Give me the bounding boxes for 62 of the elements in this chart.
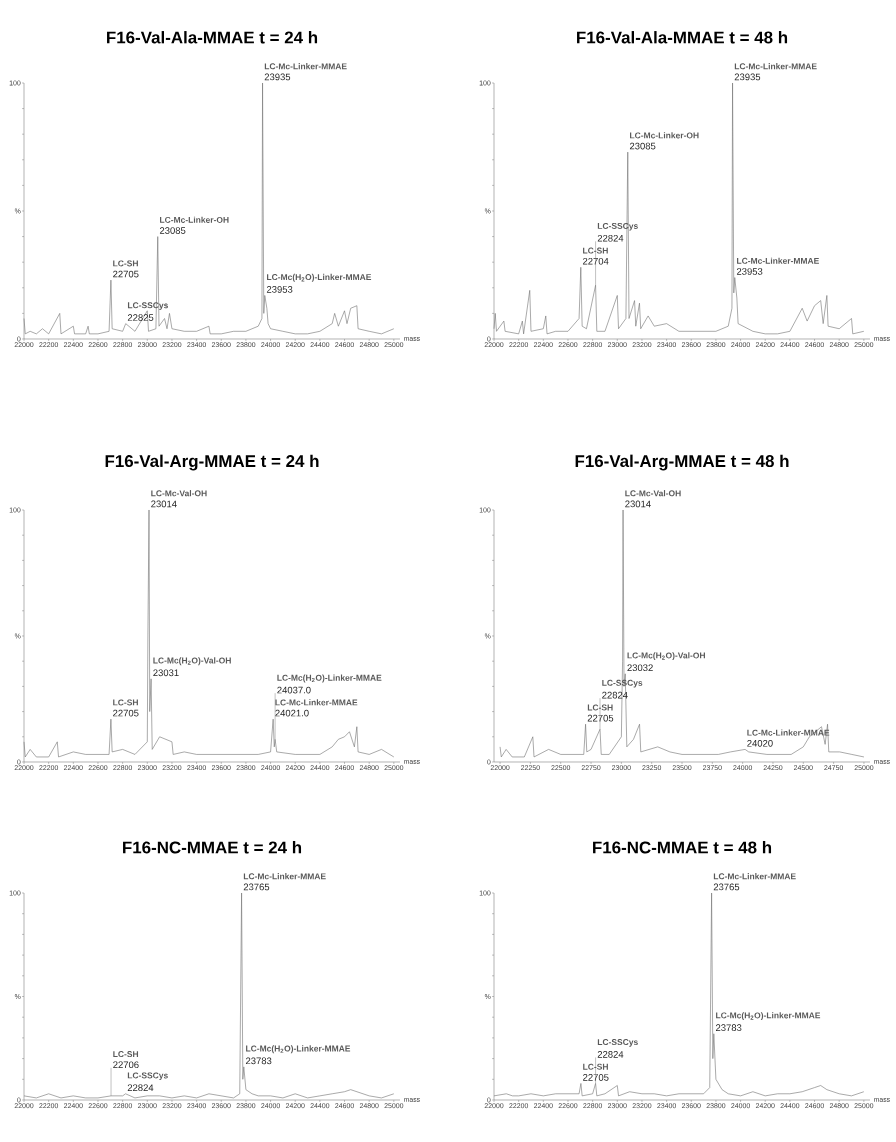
annotation: LC-SH bbox=[587, 704, 613, 711]
annotation: LC-Mc-Val-OH bbox=[625, 490, 681, 497]
chart-title: F16-Val-Ala-MMAE t = 48 h bbox=[577, 31, 788, 44]
annotation: 23765 bbox=[713, 883, 740, 891]
chart-title: F16-NC-MMAE t = 24 h bbox=[123, 841, 302, 854]
annotation: 23783 bbox=[245, 1057, 272, 1065]
annotation: LC-Mc-Linker-MMAE bbox=[275, 699, 358, 706]
annotation: 22825 bbox=[127, 314, 154, 321]
annotation: LC-SSCys bbox=[602, 679, 643, 688]
annotation: 22705 bbox=[583, 1074, 609, 1081]
annotation: LC-Mc-Linker-OH bbox=[630, 132, 699, 139]
annotation: LC-Mc(H$_{2}$O)-Val-OH bbox=[627, 652, 705, 661]
annotation: 22824 bbox=[127, 1084, 154, 1092]
annotation: LC-Mc-Linker-MMAE bbox=[713, 873, 796, 880]
annotation: LC-SH bbox=[113, 260, 138, 267]
annotation: 23014 bbox=[625, 500, 651, 508]
chart-title: F16-Val-Arg-MMAE t = 24 h bbox=[105, 454, 319, 471]
annotation: LC-Mc(H$_{2}$O)-Linker-MMAE bbox=[267, 273, 372, 282]
annotation: 22706 bbox=[113, 1061, 139, 1069]
annotation: 22824 bbox=[597, 234, 624, 242]
chart-title: F16-NC-MMAE t = 48 h bbox=[593, 841, 772, 854]
annotation: 23765 bbox=[243, 883, 270, 891]
annotation: LC-SSCys bbox=[597, 222, 638, 231]
annotation: 23953 bbox=[736, 268, 763, 275]
annotation: LC-Mc(H$_{2}$O)-Linker-MMAE bbox=[716, 1012, 821, 1021]
annotation: 22705 bbox=[113, 709, 139, 717]
annotation: 23085 bbox=[629, 142, 656, 150]
annotation: 23953 bbox=[266, 286, 293, 293]
annotation: LC-Mc-Linker-MMAE bbox=[737, 257, 819, 264]
annotation: 23014 bbox=[151, 500, 177, 508]
annotation: LC-Mc(H$_{2}$O)-Linker-MMAE bbox=[246, 1045, 351, 1054]
annotation: LC-SH bbox=[113, 1051, 139, 1058]
annotation: 22824 bbox=[597, 1051, 624, 1058]
annotation: LC-SH bbox=[583, 1063, 608, 1070]
annotation: 24021.0 bbox=[275, 709, 309, 717]
annotation: LC-SH bbox=[583, 247, 608, 254]
annotation: LC-Mc-Linker-OH bbox=[160, 216, 229, 223]
chart-title: F16-Val-Ala-MMAE t = 24 h bbox=[107, 31, 318, 44]
annotation: LC-Mc-Linker-MMAE bbox=[734, 63, 817, 70]
annotation: 23085 bbox=[159, 227, 186, 234]
annotation: LC-Mc(H$_{2}$O)-Val-OH bbox=[153, 657, 231, 666]
annotation: 24020 bbox=[747, 739, 773, 747]
annotation: 22824 bbox=[602, 691, 628, 699]
annotation: 23032 bbox=[627, 664, 653, 672]
annotation: LC-Mc-Linker-MMAE bbox=[264, 63, 347, 70]
annotation: LC-Mc-Linker-MMAE bbox=[747, 729, 830, 736]
annotation: 23935 bbox=[734, 73, 761, 81]
annotation: 23935 bbox=[264, 73, 291, 81]
annotation: LC-Mc(H$_{2}$O)-Linker-MMAE bbox=[277, 674, 382, 683]
annotation: LC-SSCys bbox=[127, 302, 168, 310]
annotation: LC-SSCys bbox=[127, 1072, 168, 1081]
annotation: 23783 bbox=[715, 1024, 742, 1032]
annotation: 23031 bbox=[153, 669, 179, 677]
annotation: 24037.0 bbox=[277, 686, 311, 694]
annotation: LC-Mc-Linker-MMAE bbox=[243, 873, 326, 880]
annotation: LC-Mc-Val-OH bbox=[151, 490, 207, 497]
annotation: 22705 bbox=[113, 270, 139, 278]
annotation: LC-SSCys bbox=[597, 1039, 638, 1047]
annotation: 22705 bbox=[587, 714, 614, 722]
annotation: 22704 bbox=[582, 257, 609, 265]
annotation: LC-SH bbox=[113, 699, 138, 706]
chart-title: F16-Val-Arg-MMAE t = 48 h bbox=[575, 454, 789, 471]
